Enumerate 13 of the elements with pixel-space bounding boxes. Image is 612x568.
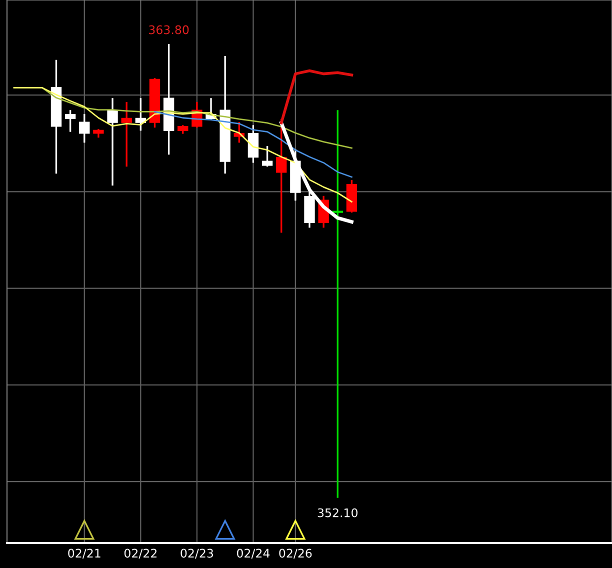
candlestick bbox=[121, 102, 132, 167]
annotation: 352.10 bbox=[318, 508, 358, 518]
annotation: 363.80 bbox=[149, 25, 189, 34]
x-tick-label: 02/26 bbox=[279, 548, 312, 559]
candlestick bbox=[276, 118, 287, 233]
candlestick bbox=[262, 146, 273, 167]
x-tick-label: 02/21 bbox=[68, 548, 100, 559]
x-tick-label: 02/24 bbox=[236, 548, 270, 559]
candlestick bbox=[107, 98, 118, 186]
x-tick-label: 02/22 bbox=[124, 548, 156, 559]
x-tick-label: 02/23 bbox=[180, 548, 214, 559]
candlestick bbox=[64, 110, 76, 132]
candlestick bbox=[79, 114, 90, 143]
